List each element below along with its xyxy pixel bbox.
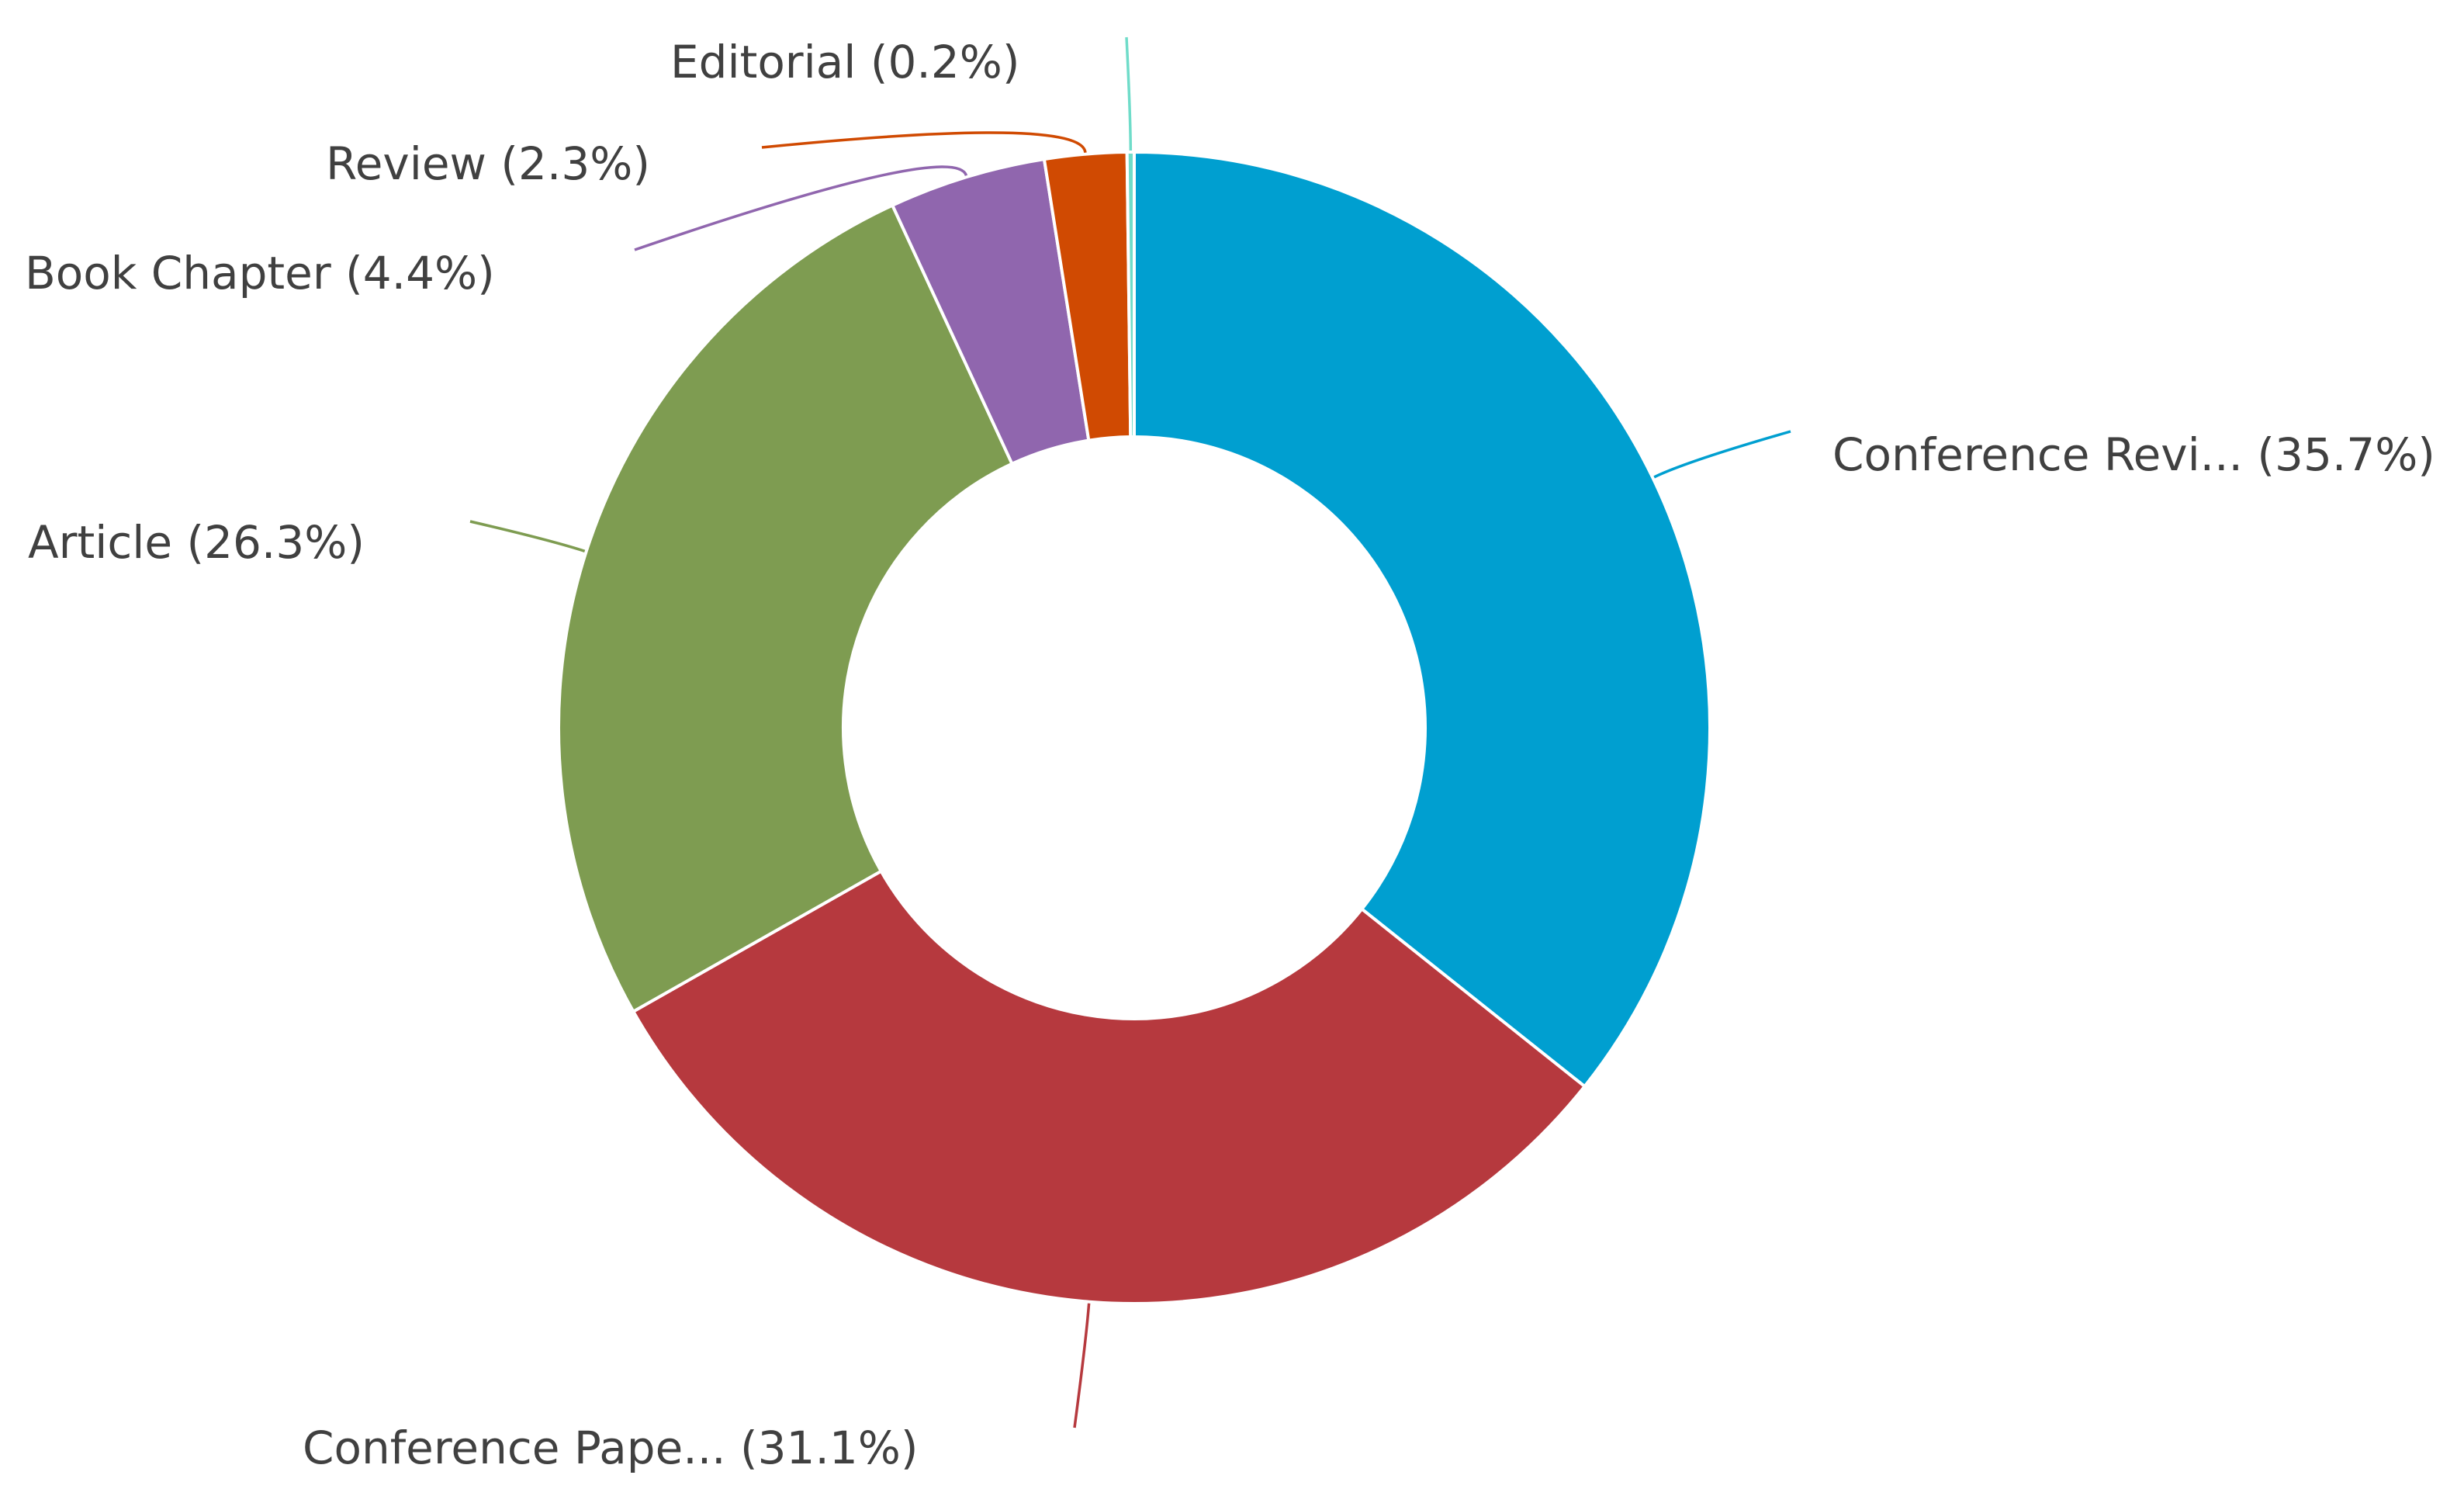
label-review: Review (2.3%) xyxy=(326,137,650,190)
label-book-chapter: Book Chapter (4.4%) xyxy=(25,247,495,300)
label-conference-revi: Conference Revi... (35.7%) xyxy=(1832,428,2435,481)
slice-conference-revi[interactable] xyxy=(1133,150,1711,1089)
slice-article[interactable] xyxy=(557,203,1015,1014)
slices-layer xyxy=(557,150,1711,1305)
slice-editorial[interactable] xyxy=(1125,150,1136,439)
leader-line-conference-revi xyxy=(1653,430,1791,479)
label-article: Article (26.3%) xyxy=(28,516,365,569)
labels-layer: Conference Revi... (35.7%) Conference Pap… xyxy=(25,36,2435,1474)
label-editorial: Editorial (0.2%) xyxy=(670,36,1019,88)
leader-lines-layer xyxy=(469,36,1791,1428)
leader-line-editorial xyxy=(1125,36,1133,151)
slice-conference-pape[interactable] xyxy=(631,869,1587,1305)
leader-line-review xyxy=(761,131,1087,154)
label-conference-pape: Conference Pape... (31.1%) xyxy=(303,1422,919,1474)
leader-line-book-chapter xyxy=(634,165,968,251)
leader-line-article xyxy=(469,520,586,552)
leader-line-conference-pape xyxy=(1073,1303,1091,1428)
